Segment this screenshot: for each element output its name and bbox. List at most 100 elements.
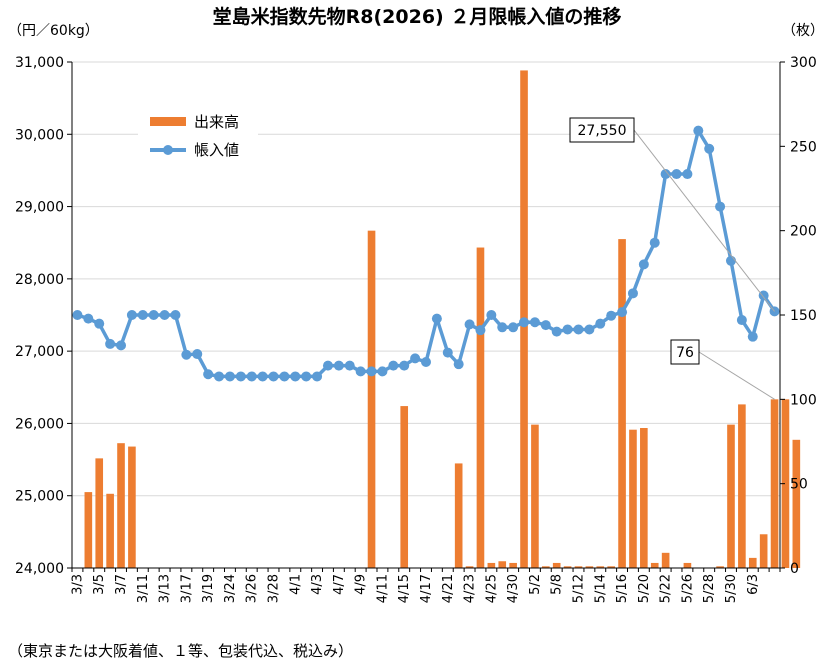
callout-volume-leader bbox=[698, 351, 775, 400]
price-point bbox=[715, 201, 726, 212]
x-tick-label: 3/13 bbox=[158, 574, 173, 603]
right-axis-unit: （枚） bbox=[782, 23, 824, 39]
price-point bbox=[725, 255, 736, 266]
price-point bbox=[584, 324, 595, 335]
price-point bbox=[377, 366, 388, 377]
price-point bbox=[246, 371, 257, 382]
x-tick-label: 5/14 bbox=[593, 574, 608, 603]
volume-bar bbox=[563, 566, 572, 568]
callout-price-label: 27,550 bbox=[578, 123, 627, 139]
price-point bbox=[660, 169, 671, 180]
price-point bbox=[606, 310, 617, 321]
price-point bbox=[508, 322, 519, 333]
price-point bbox=[464, 319, 475, 330]
price-point bbox=[551, 326, 562, 337]
volume-bar bbox=[607, 566, 615, 568]
price-point bbox=[519, 317, 530, 328]
legend-bar-label: 出来高 bbox=[194, 113, 239, 131]
left-tick-label: 31,000 bbox=[15, 55, 64, 71]
price-point bbox=[322, 360, 333, 371]
x-tick-label: 6/3 bbox=[746, 574, 761, 595]
x-tick-label: 4/23 bbox=[463, 574, 478, 603]
right-tick-label: 150 bbox=[790, 308, 817, 324]
price-point bbox=[617, 307, 628, 318]
footnote: （東京または大阪着値、１等、包装代込、税込み） bbox=[8, 642, 353, 660]
price-point bbox=[736, 315, 747, 326]
right-tick-label: 200 bbox=[790, 224, 817, 240]
volume-bar bbox=[748, 557, 757, 568]
x-tick-label: 3/17 bbox=[179, 574, 194, 603]
price-point bbox=[94, 318, 105, 329]
price-point bbox=[431, 313, 442, 324]
volume-bar bbox=[531, 424, 539, 568]
price-point bbox=[671, 169, 682, 180]
price-point bbox=[638, 259, 649, 270]
x-tick-label: 4/3 bbox=[310, 574, 325, 595]
legend-line-marker bbox=[163, 145, 173, 155]
price-point bbox=[421, 356, 431, 367]
price-point bbox=[224, 371, 235, 382]
x-tick-label: 3/19 bbox=[201, 574, 216, 603]
legend-line-label: 帳入値 bbox=[194, 141, 239, 159]
price-point bbox=[399, 360, 410, 371]
left-tick-label: 27,000 bbox=[15, 344, 64, 360]
price-point bbox=[192, 349, 203, 360]
x-tick-label: 3/28 bbox=[267, 574, 282, 603]
volume-bar bbox=[465, 566, 474, 568]
x-tick-label: 4/25 bbox=[484, 574, 499, 603]
x-tick-label: 5/28 bbox=[702, 574, 717, 603]
left-axis-unit: （円／60kg） bbox=[8, 23, 99, 39]
legend: 出来高 帳入値 bbox=[138, 100, 258, 166]
price-point bbox=[126, 310, 137, 320]
left-axis-ticks: 24,000 25,000 26,000 27,000 28,000 29,000 30,0… bbox=[15, 55, 72, 577]
left-tick-label: 29,000 bbox=[15, 200, 64, 216]
price-point bbox=[693, 125, 704, 136]
callout-volume-label: 76 bbox=[676, 345, 694, 361]
volume-bar bbox=[738, 404, 746, 568]
volume-bar bbox=[640, 428, 648, 568]
x-tick-label: 4/9 bbox=[354, 574, 369, 595]
price-point bbox=[312, 371, 323, 382]
left-tick-label: 25,000 bbox=[15, 489, 64, 505]
left-tick-label: 24,000 bbox=[15, 561, 64, 577]
volume-bar bbox=[650, 562, 659, 568]
x-tick-label: 5/20 bbox=[637, 574, 652, 603]
chart-title: 堂島米指数先物R8(2026) ２月限帳入値の推移 bbox=[213, 5, 622, 28]
volume-bar bbox=[727, 424, 735, 568]
price-point bbox=[497, 322, 508, 333]
right-tick-label: 0 bbox=[790, 561, 799, 577]
price-point bbox=[181, 349, 192, 360]
x-tick-label: 5/22 bbox=[659, 574, 674, 603]
right-tick-label: 250 bbox=[790, 139, 817, 155]
x-tick-label: 3/5 bbox=[92, 574, 107, 595]
volume-bar bbox=[367, 230, 376, 568]
price-point bbox=[410, 353, 421, 364]
price-point bbox=[758, 290, 769, 301]
x-tick-label: 3/24 bbox=[223, 574, 238, 603]
legend-box bbox=[138, 100, 258, 166]
x-tick-label: 4/21 bbox=[441, 574, 456, 603]
price-point bbox=[540, 320, 551, 331]
volume-bar bbox=[770, 399, 779, 568]
volume-bar bbox=[618, 239, 626, 568]
volume-bar bbox=[542, 566, 550, 568]
price-line-path bbox=[76, 128, 777, 379]
callout-price-leader bbox=[633, 129, 775, 312]
left-tick-label: 30,000 bbox=[15, 127, 64, 143]
volume-bar bbox=[498, 561, 507, 568]
x-tick-label: 5/12 bbox=[571, 574, 586, 603]
price-point bbox=[573, 324, 584, 335]
x-tick-label: 4/15 bbox=[397, 574, 412, 603]
x-tick-label: 3/3 bbox=[70, 574, 85, 595]
x-tick-label: 3/11 bbox=[136, 574, 151, 603]
price-point bbox=[355, 366, 366, 377]
right-tick-label: 300 bbox=[790, 55, 817, 71]
price-point bbox=[649, 237, 660, 248]
price-point bbox=[279, 371, 290, 382]
volume-bar bbox=[781, 399, 790, 568]
left-tick-label: 26,000 bbox=[15, 416, 64, 432]
price-point bbox=[453, 359, 464, 370]
price-point bbox=[595, 318, 606, 329]
x-tick-label: 4/7 bbox=[332, 574, 347, 595]
price-line bbox=[72, 125, 780, 382]
